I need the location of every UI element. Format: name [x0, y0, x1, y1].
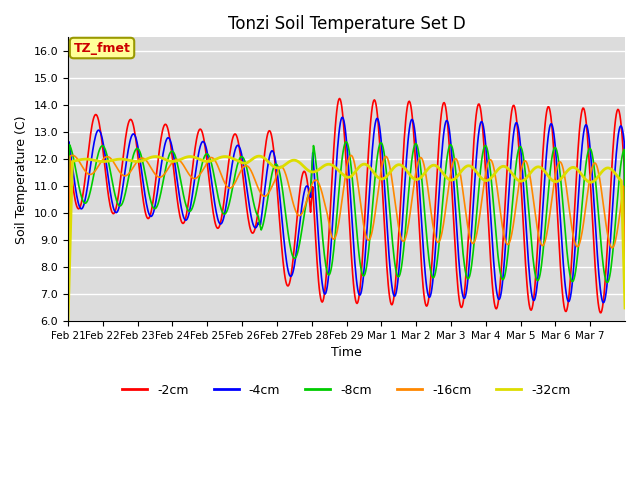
-16cm: [131, 163, 138, 169]
-2cm: [596, 310, 604, 316]
-16cm: [233, 177, 241, 183]
-8cm: [64, 311, 72, 316]
X-axis label: Time: Time: [331, 347, 362, 360]
-4cm: [600, 300, 607, 306]
-32cm: [129, 158, 137, 164]
-8cm: [260, 220, 268, 226]
Line: -4cm: -4cm: [68, 117, 625, 303]
-16cm: [621, 279, 629, 285]
-32cm: [436, 166, 444, 172]
-8cm: [232, 169, 239, 175]
-4cm: [129, 131, 137, 137]
-4cm: [232, 145, 239, 151]
Line: -8cm: -8cm: [68, 142, 625, 313]
-4cm: [436, 179, 444, 184]
-2cm: [280, 270, 288, 276]
-4cm: [621, 255, 629, 261]
-8cm: [280, 202, 288, 207]
-4cm: [64, 252, 72, 257]
Y-axis label: Soil Temperature (C): Soil Temperature (C): [15, 115, 28, 243]
-32cm: [260, 155, 268, 161]
-32cm: [282, 162, 289, 168]
-8cm: [404, 190, 412, 195]
-8cm: [129, 152, 137, 158]
Legend: -2cm, -4cm, -8cm, -16cm, -32cm: -2cm, -4cm, -8cm, -16cm, -32cm: [117, 379, 576, 402]
-2cm: [64, 256, 72, 262]
-16cm: [260, 193, 268, 199]
Line: -16cm: -16cm: [68, 156, 625, 320]
-2cm: [129, 122, 137, 128]
-2cm: [404, 99, 412, 105]
-32cm: [621, 305, 629, 311]
-16cm: [436, 238, 444, 243]
-4cm: [280, 241, 288, 247]
Line: -32cm: -32cm: [68, 156, 625, 323]
-2cm: [336, 96, 344, 101]
-32cm: [64, 320, 72, 325]
Title: Tonzi Soil Temperature Set D: Tonzi Soil Temperature Set D: [228, 15, 465, 33]
-2cm: [232, 132, 239, 137]
-16cm: [282, 170, 289, 176]
-16cm: [404, 220, 412, 226]
-32cm: [404, 170, 412, 176]
-4cm: [339, 114, 346, 120]
Line: -2cm: -2cm: [68, 98, 625, 313]
-2cm: [621, 274, 629, 280]
-32cm: [232, 157, 239, 163]
-2cm: [260, 162, 268, 168]
Text: TZ_fmet: TZ_fmet: [74, 42, 131, 55]
-2cm: [436, 127, 444, 132]
-4cm: [404, 132, 412, 138]
-8cm: [621, 230, 629, 236]
-4cm: [260, 199, 268, 204]
-16cm: [68, 153, 76, 158]
-32cm: [255, 153, 263, 159]
-16cm: [64, 317, 72, 323]
-8cm: [342, 139, 350, 144]
-8cm: [436, 233, 444, 239]
